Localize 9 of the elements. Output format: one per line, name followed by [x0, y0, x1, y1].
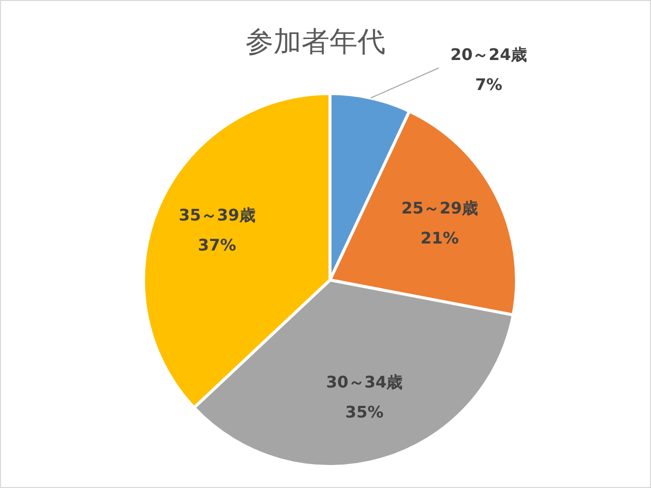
slice-label: 20～24歳	[450, 45, 527, 64]
data-label: 7%	[475, 75, 502, 94]
data-label: 37%	[198, 235, 236, 254]
chart-title: 参加者年代	[246, 25, 386, 58]
slice-label: 30～34歳	[326, 372, 403, 392]
slice-label: 25～29歳	[401, 198, 478, 218]
slice-label: 35～39歳	[178, 205, 256, 224]
data-label: 21%	[420, 228, 459, 248]
data-label: 35%	[345, 402, 384, 422]
